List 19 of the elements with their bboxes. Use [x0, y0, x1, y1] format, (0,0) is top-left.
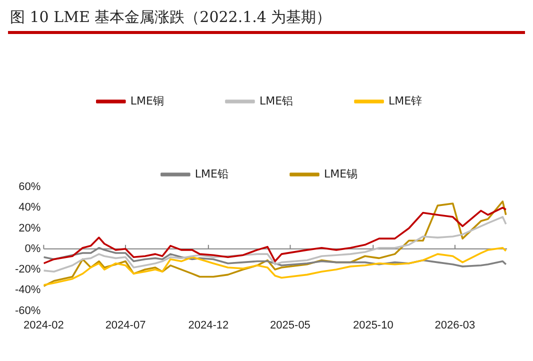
y-tick-label: 20%	[18, 222, 41, 234]
legend-label: LME铅	[194, 167, 229, 180]
x-tick-label: 2024-07	[105, 319, 146, 332]
y-tick-label: 0%	[24, 242, 41, 255]
chart-title: 图 10 LME 基本金属涨跌（2022.1.4 为基期）	[8, 8, 525, 34]
x-tick-label: 2025-10	[352, 319, 394, 332]
y-tick-label: -60%	[14, 304, 41, 317]
legend-label: LME锌	[388, 94, 422, 108]
y-tick-label: -40%	[14, 284, 41, 296]
legend-label: LME铝	[259, 94, 294, 108]
legend-label: LME锡	[324, 167, 358, 180]
y-tick-label: -20%	[14, 264, 41, 276]
legend-label: LME铜	[130, 94, 164, 108]
y-tick-label: 60%	[18, 181, 41, 194]
x-tick-label: 2024-12	[188, 319, 229, 332]
x-tick-label: 2024-02	[23, 319, 64, 332]
x-tick-label: 2026-03	[434, 319, 476, 332]
x-tick-label: 2025-05	[270, 319, 310, 332]
y-tick-label: 40%	[18, 202, 41, 214]
